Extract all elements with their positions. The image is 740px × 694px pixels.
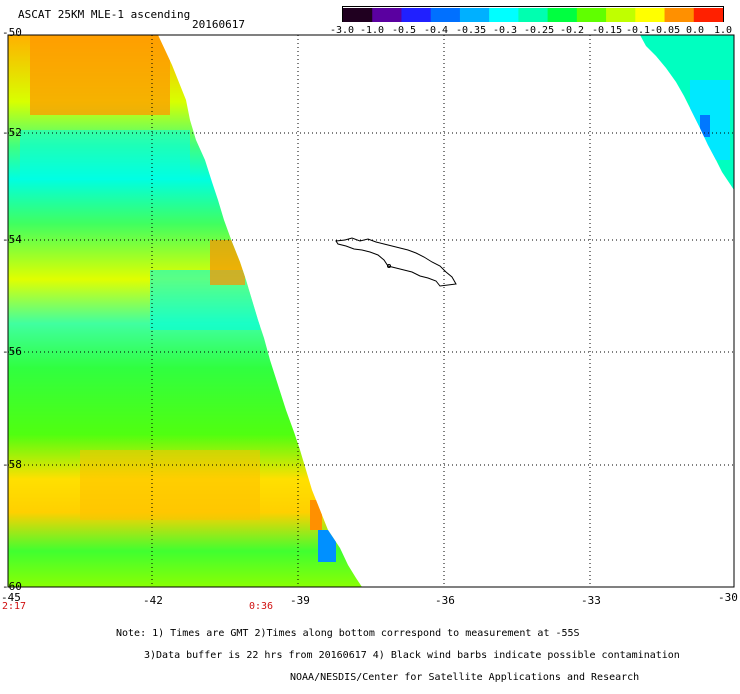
lat-label: -52 xyxy=(2,126,22,139)
lon-label: -30 xyxy=(718,591,738,604)
colorbar-label: -0.05 xyxy=(650,25,681,36)
colorbar-swatch xyxy=(518,8,549,22)
colorbar-swatch xyxy=(459,8,490,22)
graticule xyxy=(8,35,734,587)
colorbar-swatch xyxy=(401,8,432,22)
colorbar-swatch xyxy=(635,8,666,22)
colorbar-label: -0.4 xyxy=(424,25,449,36)
lon-label: -36 xyxy=(435,594,455,607)
colorbar-swatch xyxy=(664,8,695,22)
map-frame xyxy=(7,34,735,588)
lon-label: -45 xyxy=(1,591,21,604)
lon-label: -33 xyxy=(581,594,601,607)
colorbar-labels: -3.0 -1.0 -0.5 -0.4 -0.35 -0.3 -0.25 -0.… xyxy=(330,25,740,37)
note-line-2: 3)Data buffer is 22 hrs from 20160617 4)… xyxy=(144,650,680,661)
note-line-1: Note: 1) Times are GMT 2)Times along bot… xyxy=(116,628,580,639)
coastline xyxy=(335,237,457,287)
colorbar-label: -3.0 xyxy=(330,25,355,36)
date-label: 20160617 xyxy=(192,18,245,31)
colorbar-swatch xyxy=(489,8,519,22)
title: ASCAT 25KM MLE-1 ascending xyxy=(18,8,191,21)
colorbar-swatch xyxy=(606,8,636,22)
time-label: 0:36 xyxy=(249,601,274,612)
wind-map xyxy=(7,34,735,588)
lon-label: -42 xyxy=(143,594,163,607)
colorbar-label: 1.0 xyxy=(714,25,733,36)
swath-right xyxy=(640,35,734,190)
colorbar-label: 0.0 xyxy=(686,25,705,36)
lat-label: -56 xyxy=(2,345,22,358)
colorbar-swatch xyxy=(693,8,724,22)
lat-label: -50 xyxy=(2,26,22,39)
swath-left xyxy=(8,35,362,587)
colorbar-label: -0.35 xyxy=(456,25,487,36)
colorbar-label: -0.2 xyxy=(560,25,585,36)
colorbar-label: -0.15 xyxy=(592,25,623,36)
lat-label: -54 xyxy=(2,233,22,246)
colorbar-label: -0.25 xyxy=(524,25,555,36)
colorbar-swatch xyxy=(547,8,578,22)
colorbar-swatch xyxy=(343,8,373,22)
lon-label: -39 xyxy=(290,594,310,607)
time-label: 2:17 xyxy=(2,601,27,612)
lat-label: -60 xyxy=(2,580,22,593)
island-outline xyxy=(335,237,457,287)
colorbar-swatch xyxy=(430,8,461,22)
colorbar-label: -0.1 xyxy=(626,25,651,36)
colorbar-swatch xyxy=(576,8,607,22)
colorbar-label: -0.3 xyxy=(493,25,518,36)
colorbar-label: -0.5 xyxy=(392,25,417,36)
lat-label: -58 xyxy=(2,458,22,471)
note-line-3: NOAA/NESDIS/Center for Satellite Applica… xyxy=(290,672,640,683)
colorbar-label: -1.0 xyxy=(360,25,385,36)
colorbar xyxy=(342,6,724,22)
footnote: Note: 1) Times are GMT 2)Times along bot… xyxy=(116,617,680,694)
colorbar-swatch xyxy=(372,8,403,22)
